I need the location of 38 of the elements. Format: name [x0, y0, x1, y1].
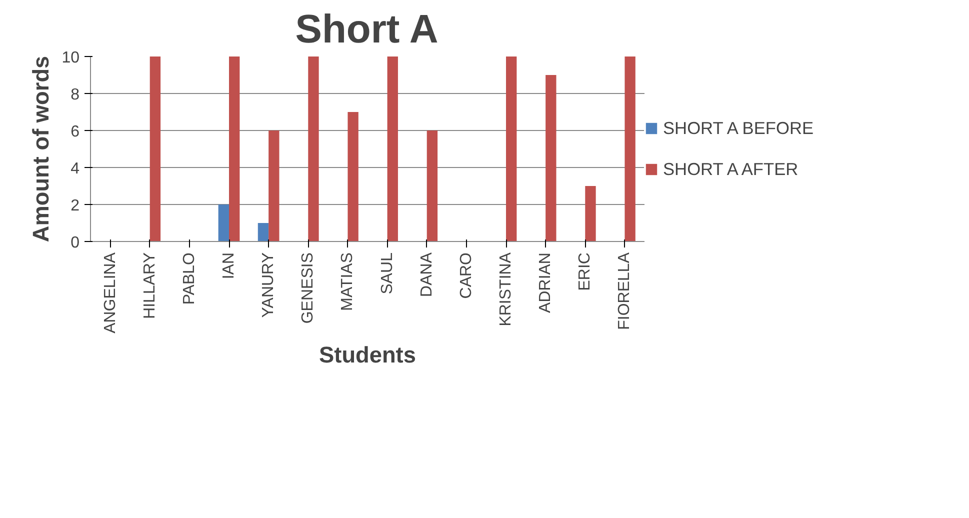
y-tick-label: 4 — [70, 160, 80, 178]
x-tick-label: ANGELINA — [102, 252, 119, 334]
bar — [348, 112, 358, 242]
x-tick-label: DANA — [418, 252, 436, 297]
bar — [258, 223, 269, 242]
y-tick-label: 10 — [62, 50, 80, 66]
bar — [150, 56, 161, 242]
x-tick-label: MATIAS — [339, 252, 356, 311]
bar — [585, 186, 596, 242]
chart-title: Short A — [295, 8, 438, 52]
bar — [268, 130, 280, 242]
x-tick-label: SAUL — [378, 252, 396, 294]
x-tick-label: PABLO — [180, 252, 198, 305]
y-tick-label: 8 — [70, 86, 80, 104]
x-tick-label: IAN — [220, 252, 238, 280]
x-tick-label: ADRIAN — [537, 252, 554, 313]
x-tick-label: HILLARY — [141, 252, 158, 319]
x-tick-label: YANURY — [260, 252, 278, 318]
y-tick-label: 6 — [70, 124, 80, 140]
bar — [308, 56, 319, 242]
x-tick-label: GENESIS — [300, 252, 317, 324]
bar — [624, 56, 636, 242]
y-tick-label: 2 — [70, 198, 80, 214]
bar — [387, 56, 398, 242]
x-tick-label: CARO — [458, 252, 475, 299]
x-tick-label: KRISTINA — [498, 252, 514, 326]
legend-label: SHORT A AFTER — [663, 158, 798, 180]
bar — [426, 130, 438, 242]
y-tick-label: 0 — [70, 234, 80, 252]
x-axis-title: Students — [319, 341, 416, 368]
x-tick-label: ERIC — [576, 252, 594, 291]
x-tick-label: FIORELLA — [616, 252, 634, 330]
bar — [506, 56, 517, 242]
bar — [218, 204, 229, 242]
bar — [229, 56, 240, 242]
bar — [546, 75, 556, 242]
y-axis-title: Amount of words — [28, 56, 54, 242]
legend-label: SHORT A BEFORE — [663, 118, 814, 138]
